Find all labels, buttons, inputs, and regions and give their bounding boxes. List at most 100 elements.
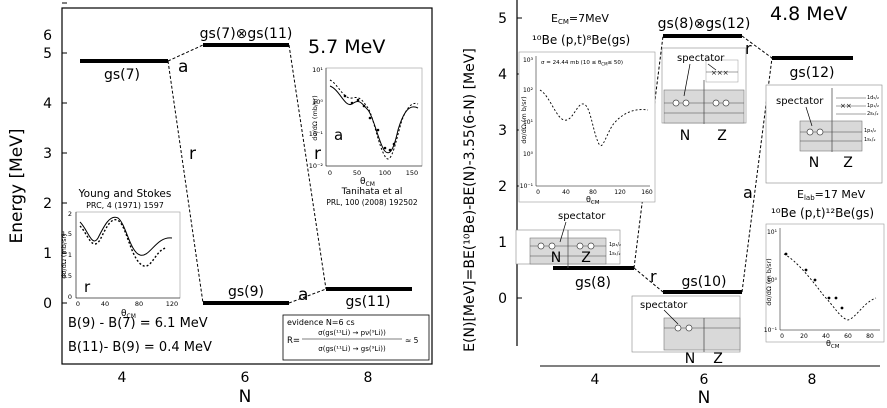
label-gs8: gs(8) <box>575 275 611 291</box>
inset2: 10⁻² 10⁻¹ 10⁰ 10¹ 0 50 100 150 dσ/dΩ (mb… <box>309 66 423 188</box>
shell-diagram-gs10: spectator N Z <box>631 295 741 367</box>
inset2-letter: a <box>334 126 343 144</box>
label-N: N <box>551 250 561 266</box>
right-xtick-6: 6 <box>700 372 709 388</box>
left-ytick-6: 6 <box>43 28 52 44</box>
trans-r-high: r <box>745 39 752 58</box>
inset3-ylabel: dσ/dΩ (m b/sr) <box>520 96 528 143</box>
inset1-ytick: 2 <box>68 210 72 218</box>
left-ytick-4: 4 <box>43 96 52 112</box>
inset3-ytick: 10² <box>523 87 534 94</box>
elab-label: Elab=17 MeV <box>797 188 866 202</box>
inset3-xlabel: θCM <box>586 195 600 206</box>
left-transitions <box>167 44 327 304</box>
evidence-title: evidence N=6 cs <box>287 318 355 327</box>
inset3-xtick: 80 <box>589 189 597 196</box>
shell-diagram-gs8gs12: ××× spectator N Z <box>661 47 747 144</box>
left-ytick-1: 1 <box>43 246 52 262</box>
spectator-label: spectator <box>558 211 606 222</box>
inset4-xtick: 40 <box>822 333 830 340</box>
trans-r-right: r <box>314 144 321 164</box>
inset3-xtick: 120 <box>614 189 626 196</box>
trans-a-top: a <box>178 57 188 77</box>
inset4-ytick: 10¹ <box>767 229 778 236</box>
label-Z: Z <box>717 128 727 144</box>
left-ytick-2: 2 <box>43 196 52 212</box>
shell-diagram-gs12: ×× 1d₅/₂ 1p₁/₂ 2s₁/₂ 1p₃/₂ 1s₁/₂ spectat… <box>765 84 883 184</box>
trans-r-mid: r <box>189 144 196 164</box>
inset2-xlabel: θCM <box>360 177 375 188</box>
inset1-ytick: 1 <box>68 251 72 259</box>
right-xtick-4: 4 <box>591 372 600 388</box>
trans-a-right: a <box>743 183 753 202</box>
orbital-1s12: 1s₁/₂ <box>609 251 620 257</box>
left-xtick-4: 4 <box>118 370 127 386</box>
left-headline: 5.7 MeV <box>308 36 385 58</box>
orbital-1p32: 1p₃/₂ <box>609 242 621 248</box>
inset3: 10⁻¹ 10⁰ 10¹ 10² 10³ 0 40 80 120 160 dσ/… <box>518 51 656 206</box>
cross-marks: ×× <box>840 102 852 110</box>
b-value-2: B(11)- B(9) = 0.4 MeV <box>68 340 212 355</box>
left-xtick-6: 6 <box>241 370 250 386</box>
orbital-1p12: 1p₁/₂ <box>867 103 879 109</box>
inset1-letter: r <box>84 278 91 296</box>
trans-a-bottom: a <box>298 285 308 305</box>
right-ylabel: E(N)[MeV]=BE(¹⁰Be)-BE(N)-3.55(6-N) [MeV] <box>462 48 478 352</box>
inset3-ytick: 10⁰ <box>523 151 534 158</box>
inset4-xtick: 20 <box>800 333 808 340</box>
right-ytick-2: 2 <box>498 179 507 195</box>
ref2-line1: Tanihata et al <box>341 187 403 197</box>
spectator-label: spectator <box>677 53 725 64</box>
right-xtick-8: 8 <box>808 372 817 388</box>
inset1-ylabel: dσ/dΩ (mb/sr) <box>60 233 68 278</box>
orbital-1s12: 1s₁/₂ <box>864 137 875 143</box>
evidence-box: evidence N=6 cs R= σ(gs(¹¹Li) → pν(⁹Li))… <box>282 314 430 361</box>
inset3-ytick: 10⁻¹ <box>520 183 534 190</box>
left-panel: 0 1 2 3 4 5 6 Energy [MeV] 4 6 8 N gs(7)… <box>7 2 433 407</box>
right-ytick-1: 1 <box>498 235 507 251</box>
orbital-1d52: 1d₅/₂ <box>867 95 879 101</box>
inset3-xtick: 0 <box>536 189 540 196</box>
inset1-xtick: 120 <box>166 300 178 308</box>
label-gs7: gs(7) <box>104 67 140 83</box>
inset3-ytick: 10¹ <box>523 119 534 126</box>
inset1-ytick: 0.5 <box>62 272 72 280</box>
inset3-ytick: 10³ <box>523 57 534 64</box>
orbital-1p32: 1p₃/₂ <box>864 128 876 134</box>
label-gs9: gs(9) <box>228 284 264 300</box>
label-gs8gs12: gs(8)⊗gs(12) <box>658 16 751 32</box>
left-ylabel: Energy [MeV] <box>7 129 27 244</box>
reaction2-label: ¹⁰Be (p,t)¹²Be(gs) <box>771 206 874 220</box>
left-ytick-3: 3 <box>43 146 52 162</box>
right-xlabel: N <box>698 388 711 408</box>
label-Z: Z <box>581 250 591 266</box>
inset4-xtick: 80 <box>866 333 874 340</box>
inset4-xtick: 60 <box>844 333 852 340</box>
label-gs10: gs(10) <box>682 274 727 290</box>
label-gs7gs11: gs(7)⊗gs(11) <box>200 26 293 42</box>
label-Z: Z <box>713 351 723 367</box>
inset2-xtick: 150 <box>406 169 418 177</box>
inset2-ytick: 10¹ <box>312 66 323 74</box>
spectator-label: spectator <box>640 300 688 311</box>
ratio-prefix: R= <box>287 336 300 346</box>
inset3-xtick: 40 <box>562 189 570 196</box>
inset1-ytick: 1.5 <box>62 230 72 238</box>
ecm-label: ECM=7MeV <box>551 12 609 26</box>
cross-marks: ××× <box>711 69 729 77</box>
reaction1-label: ¹⁰Be (p,t)⁸Be(gs) <box>532 33 630 47</box>
inset2-xtick: 0 <box>328 169 332 177</box>
left-plot-frame <box>61 7 433 365</box>
right-ytick-4: 4 <box>498 67 507 83</box>
inset1-xtick: 0 <box>76 300 80 308</box>
right-ytick-3: 3 <box>498 123 507 139</box>
ratio-value: ≈ 5 <box>405 336 419 345</box>
label-N: N <box>809 155 819 171</box>
trans-r-low: r <box>650 267 657 286</box>
inset4-ylabel: dσ/dΩ (m b/sr) <box>765 258 773 305</box>
inset4-ytick: 10⁰ <box>767 277 778 284</box>
inset1-xlabel: θCM <box>121 309 136 320</box>
ref2-line2: PRL, 100 (2008) 192502 <box>326 198 418 207</box>
label-N: N <box>685 351 695 367</box>
